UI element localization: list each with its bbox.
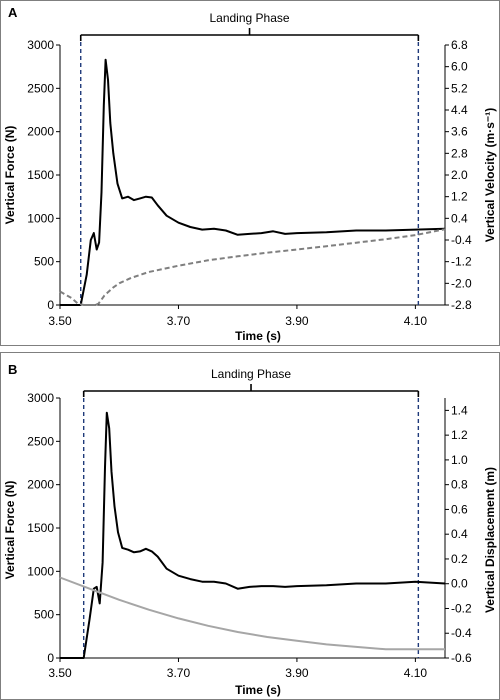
panel-b-right-tick-label: 0.0 [451,577,468,591]
panel-a-right-tick-label: 6.0 [451,60,468,74]
panel-b-right-tick-label: -0.4 [451,626,472,640]
panel-a-velocity-series [59,228,446,306]
panel-a-left-tick-label: 500 [34,255,54,269]
panel-b-x-axis-title: Time (s) [235,683,281,697]
panel-a-force-series [60,58,446,306]
panel-a-left-tick-label: 1000 [27,211,54,225]
panel-b-right-tick-label: 0.4 [451,527,468,541]
panel-a-right-tick-label: -2.8 [451,298,472,312]
panel-b-left-axis-title: Vertical Force (N) [3,481,17,580]
panel-b-left-tick-label: 500 [34,608,54,622]
panel-b-right-tick-label: 1.0 [451,453,468,467]
panel-a-x-axis-title: Time (s) [235,329,281,343]
panel-b-right-tick-label: 0.8 [451,478,468,492]
panel-b-left-tick-label: 0 [47,651,54,665]
panel-b-right-tick-label: -0.6 [451,651,472,665]
panel-a-frame [0,0,500,346]
panel-b-force-series [60,411,446,659]
panel-a: A 0 500 1000 1500 2000 2500 3000 6.8 6.0 5.2 4.4 3.… [0,0,500,346]
panel-b-left-tick-label: 2000 [27,478,54,492]
panel-a-right-tick-label: 2.8 [451,146,468,160]
panel-a-x-tick-label: 3.50 [48,314,72,328]
panel-b-right-tick-label: -0.2 [451,601,472,615]
panel-a-right-tick-label: 2.0 [451,168,468,182]
panel-a-x-tick-label: 3.70 [167,314,191,328]
panel-b-phase-bracket [82,384,420,397]
panel-b-right-tick-label: 1.4 [451,403,468,417]
panel-b-frame [0,352,500,700]
panel-a-right-tick-label: 4.4 [451,103,468,117]
panel-a-right-tick-label: 3.6 [451,125,468,139]
panel-b-right-tick-label: 0.6 [451,502,468,516]
panel-b-x-tick-label: 3.90 [285,666,309,680]
panel-a-left-tick-label: 2500 [27,81,54,95]
panel-a-right-tick-label: 1.2 [451,190,468,204]
panel-a-right-tick-label: 5.2 [451,81,468,95]
panel-a-right-tick-label: -1.2 [451,255,472,269]
panel-a-right-tick-label: 0.4 [451,211,468,225]
panel-b-right-tick-label: 1.2 [451,428,468,442]
panel-a-letter: A [8,5,18,20]
panel-b-left-tick-label: 3000 [27,391,54,405]
panel-b-letter: B [8,362,17,377]
panel-a-x-tick-label: 3.90 [285,314,309,328]
panel-a-right-tick-label: -0.4 [451,233,472,247]
panel-b-right-axis-title: Vertical Displacement (m) [483,467,497,613]
panel-b-left-tick-label: 2500 [27,434,54,448]
panel-a-phase-label: Landing Phase [209,11,289,25]
panel-b-phase-label: Landing Phase [211,367,291,381]
panel-b-x-tick-label: 3.70 [167,666,191,680]
panel-b-x-tick-label: 3.50 [48,666,72,680]
panel-a-right-tick-label: -2.0 [451,276,472,290]
panel-b-displacement-series [59,576,445,651]
panel-a-left-tick-label: 1500 [27,168,54,182]
panel-b-left-tick-label: 1500 [27,521,54,535]
panel-b-left-tick-label: 1000 [27,564,54,578]
panel-b-right-tick-label: 0.2 [451,552,468,566]
panel-a-left-tick-label: 2000 [27,125,54,139]
panel-a-right-tick-label: 6.8 [451,38,468,52]
panel-a-left-tick-label: 3000 [27,38,54,52]
panel-a-x-tick-label: 4.10 [404,314,428,328]
panel-a-right-axis-title: Vertical Velocity (m·s⁻¹) [483,108,497,242]
panel-b-x-tick-label: 4.10 [404,666,428,680]
panel-a-left-tick-label: 0 [47,298,54,312]
panel-a-left-axis-title: Vertical Force (N) [3,126,17,225]
panel-b: B 0 500 1000 1500 2000 2500 3000 1.4 1.2 1.0 0.8 0.… [0,352,500,700]
panel-a-phase-bracket [79,28,420,41]
